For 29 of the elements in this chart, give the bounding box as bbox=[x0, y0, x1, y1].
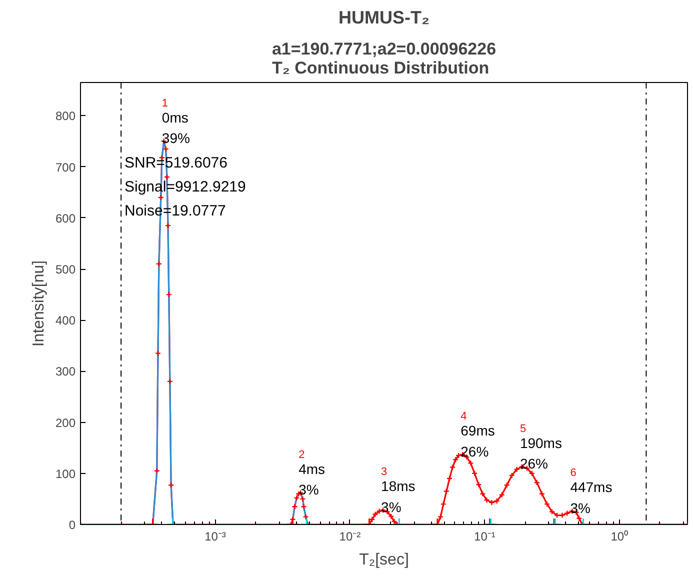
y-axis-title: Intensity[nu] bbox=[30, 260, 48, 347]
y-tick-label: 700 bbox=[55, 160, 76, 174]
annotation: 69ms 26% bbox=[460, 422, 495, 460]
y-tick-label: 200 bbox=[55, 416, 76, 430]
annotation: 5 bbox=[520, 422, 526, 435]
y-tick-label: 400 bbox=[55, 314, 76, 328]
y-tick-label: 300 bbox=[55, 364, 76, 379]
annotation: 3 bbox=[381, 466, 388, 478]
x-tick-label: 10⁻² bbox=[339, 530, 361, 544]
chart-subtitle: a1=190.7771;a2=0.00096226 T₂ Continuous Distribution bbox=[272, 40, 496, 78]
x-tick-label: 10⁻³ bbox=[204, 530, 226, 544]
annotation: 0ms 39% bbox=[162, 109, 190, 146]
annotation: 447ms 3% bbox=[570, 479, 612, 516]
annotation: 4ms 3% bbox=[298, 460, 326, 498]
chart-title: HUMUS-T₂ bbox=[338, 8, 430, 28]
y-tick-label: 600 bbox=[55, 211, 76, 226]
y-tick-label: 800 bbox=[55, 109, 76, 124]
annotation: 2 bbox=[298, 448, 305, 461]
x-axis-title: T₂[sec] bbox=[359, 552, 409, 568]
annotation: 6 bbox=[570, 467, 576, 480]
annotation: 190ms 26% bbox=[520, 434, 562, 472]
annotation: 18ms 3% bbox=[381, 478, 416, 515]
x-tick-label: 10⁻¹ bbox=[474, 530, 496, 544]
y-tick-label: 500 bbox=[55, 262, 76, 277]
x-tick-label: 10⁰ bbox=[610, 530, 628, 544]
y-tick-label: 100 bbox=[55, 466, 76, 481]
y-tick-label: 0 bbox=[68, 518, 76, 532]
annotation: 4 bbox=[460, 410, 467, 422]
annotation: 1 bbox=[162, 97, 168, 110]
